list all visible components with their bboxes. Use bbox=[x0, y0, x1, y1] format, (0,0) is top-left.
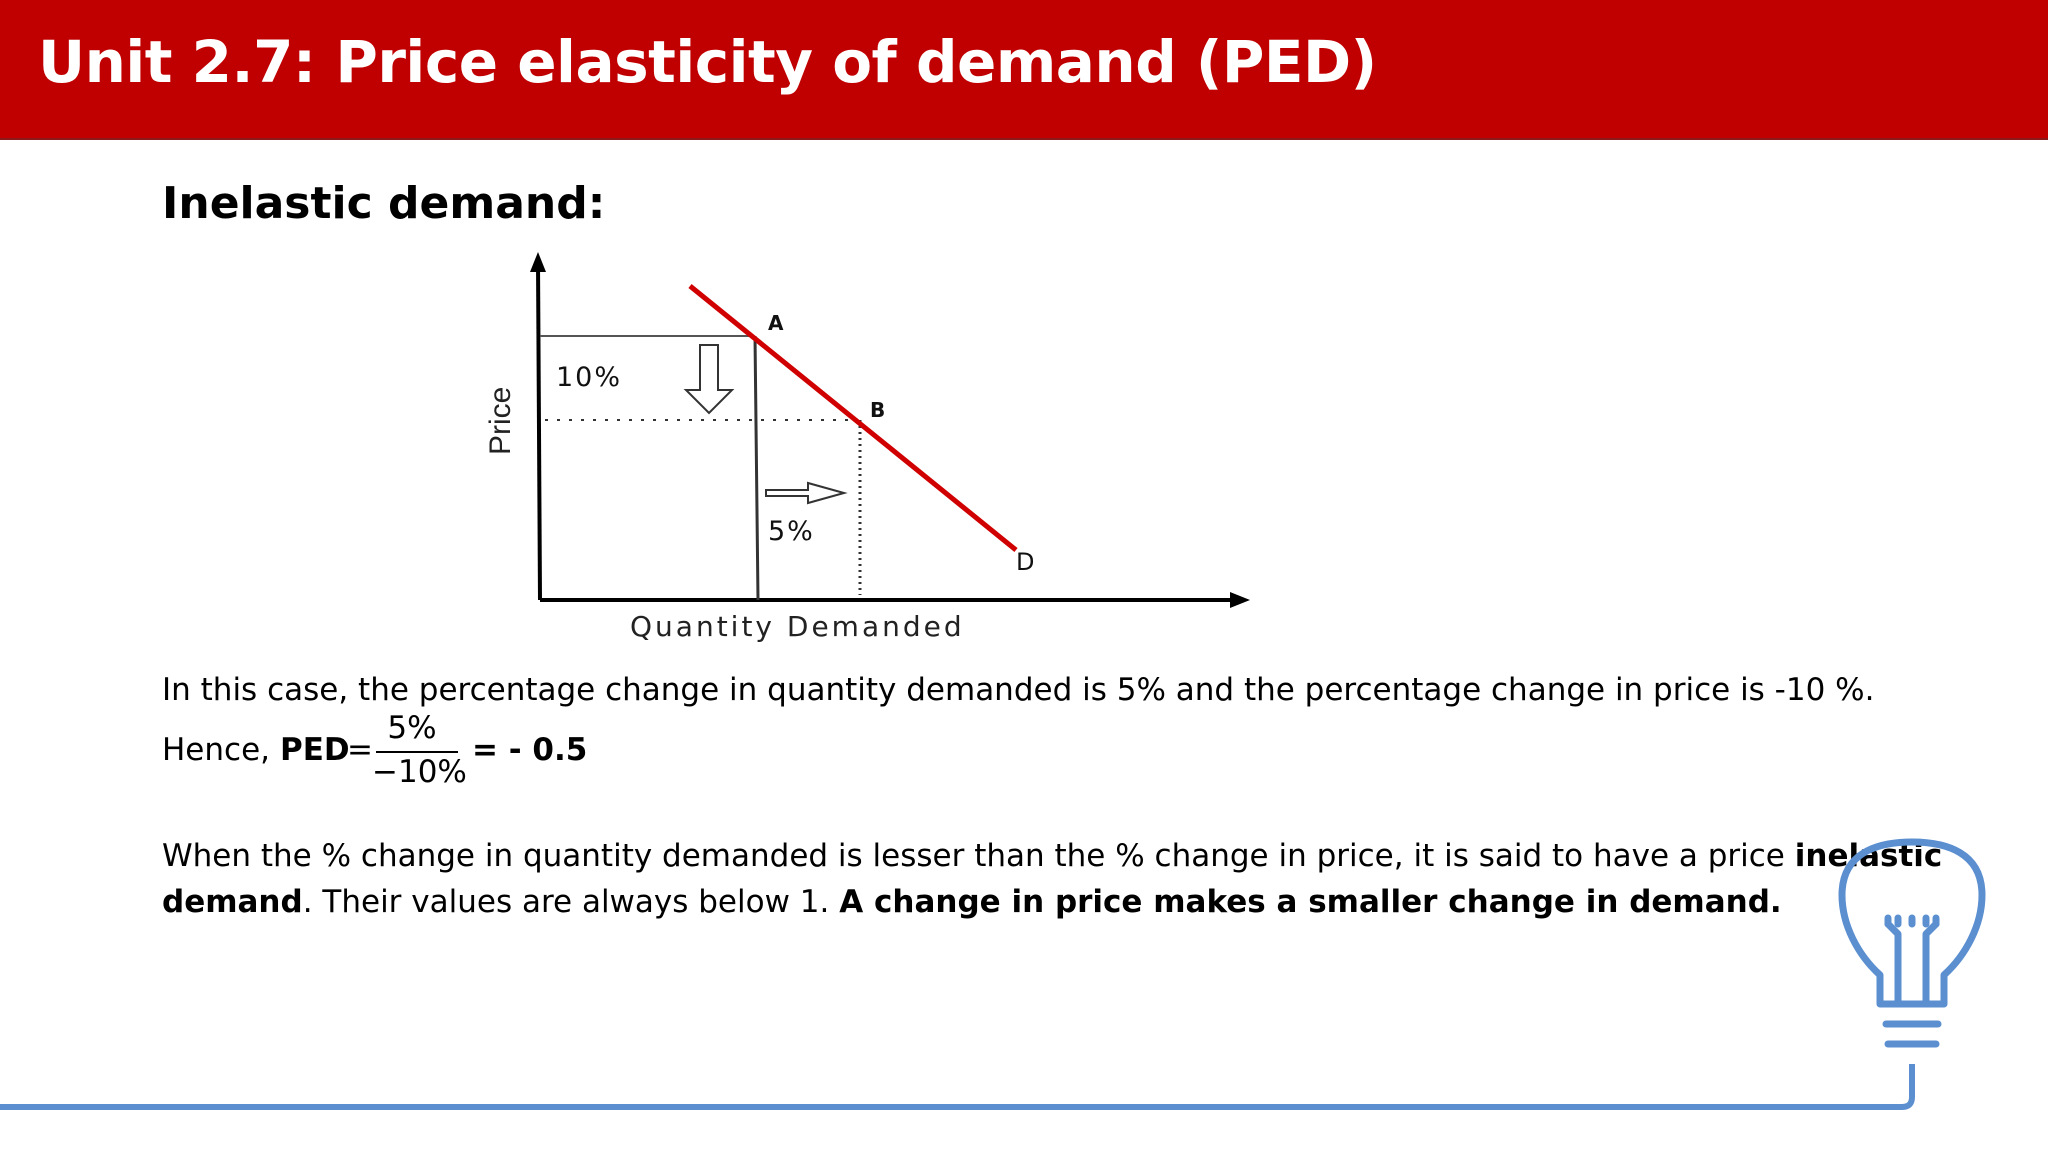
curve-label: D bbox=[1016, 548, 1034, 576]
demand-graph-svg: 10% 5% A B D Price Quantity Demanded bbox=[484, 252, 1250, 643]
x-axis-arrow bbox=[1230, 592, 1250, 608]
section-heading: Inelastic demand: bbox=[162, 178, 606, 229]
y-axis-arrow bbox=[530, 252, 546, 272]
conclusion-line-2: demand. Their values are always below 1.… bbox=[162, 879, 1922, 925]
demand-curve bbox=[688, 284, 1018, 552]
conclusion-text-1: When the % change in quantity demanded i… bbox=[162, 838, 1795, 874]
point-b-label: B bbox=[870, 398, 885, 422]
case-text: In this case, the percentage change in q… bbox=[162, 672, 1875, 708]
conclusion-text-2: . Their values are always below 1. bbox=[302, 884, 840, 920]
conclusion-bold-inelastic: inelastic bbox=[1794, 838, 1943, 874]
formula-numerator: 5% bbox=[387, 710, 437, 746]
bottom-accent-line bbox=[0, 1064, 1915, 1110]
conclusion-bold-demand: demand bbox=[162, 884, 303, 920]
conclusion-bold-summary: A change in price makes a smaller change… bbox=[839, 884, 1782, 920]
conclusion-paragraph: When the % change in quantity demanded i… bbox=[162, 833, 1942, 925]
title-bar: Unit 2.7: Price elasticity of demand (PE… bbox=[0, 0, 2048, 140]
page-title: Unit 2.7: Price elasticity of demand (PE… bbox=[38, 28, 1377, 96]
formula-equals: = bbox=[347, 732, 373, 768]
quantity-increase-arrow bbox=[765, 481, 848, 505]
fraction-bar bbox=[376, 751, 458, 753]
formula-ped-label: PED bbox=[280, 732, 350, 768]
price-change-label: 10% bbox=[556, 362, 622, 393]
formula-hence: Hence, bbox=[162, 732, 271, 768]
y-axis-label: Price bbox=[484, 387, 517, 455]
formula-denominator: −10% bbox=[372, 754, 467, 790]
conclusion-line-1: When the % change in quantity demanded i… bbox=[162, 833, 1942, 879]
quantity-change-label: 5% bbox=[768, 516, 815, 547]
point-a-label: A bbox=[768, 311, 784, 335]
quantity-a-line bbox=[753, 335, 760, 601]
demand-graph: 10% 5% A B D Price Quantity Demanded bbox=[460, 250, 1260, 650]
x-axis-label: Quantity Demanded bbox=[630, 610, 965, 643]
price-decrease-arrow bbox=[683, 344, 735, 415]
formula-result: = - 0.5 bbox=[472, 732, 588, 768]
y-axis bbox=[536, 261, 542, 601]
